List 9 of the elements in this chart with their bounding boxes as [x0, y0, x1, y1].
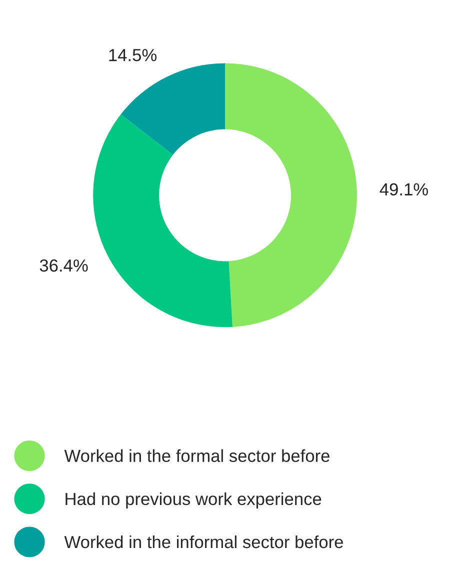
- legend-label: Had no previous work experience: [66, 492, 322, 509]
- donut-slice: [225, 63, 357, 327]
- data-label: 36.4%: [40, 259, 88, 272]
- donut-slice: [120, 63, 226, 155]
- data-label: 14.5%: [109, 49, 157, 62]
- legend-label: Worked in the formal sector before: [64, 449, 330, 462]
- legend-label: Worked in the informal sector before: [64, 535, 343, 548]
- data-label: 49.1%: [380, 183, 428, 196]
- donut-slice: [93, 114, 233, 328]
